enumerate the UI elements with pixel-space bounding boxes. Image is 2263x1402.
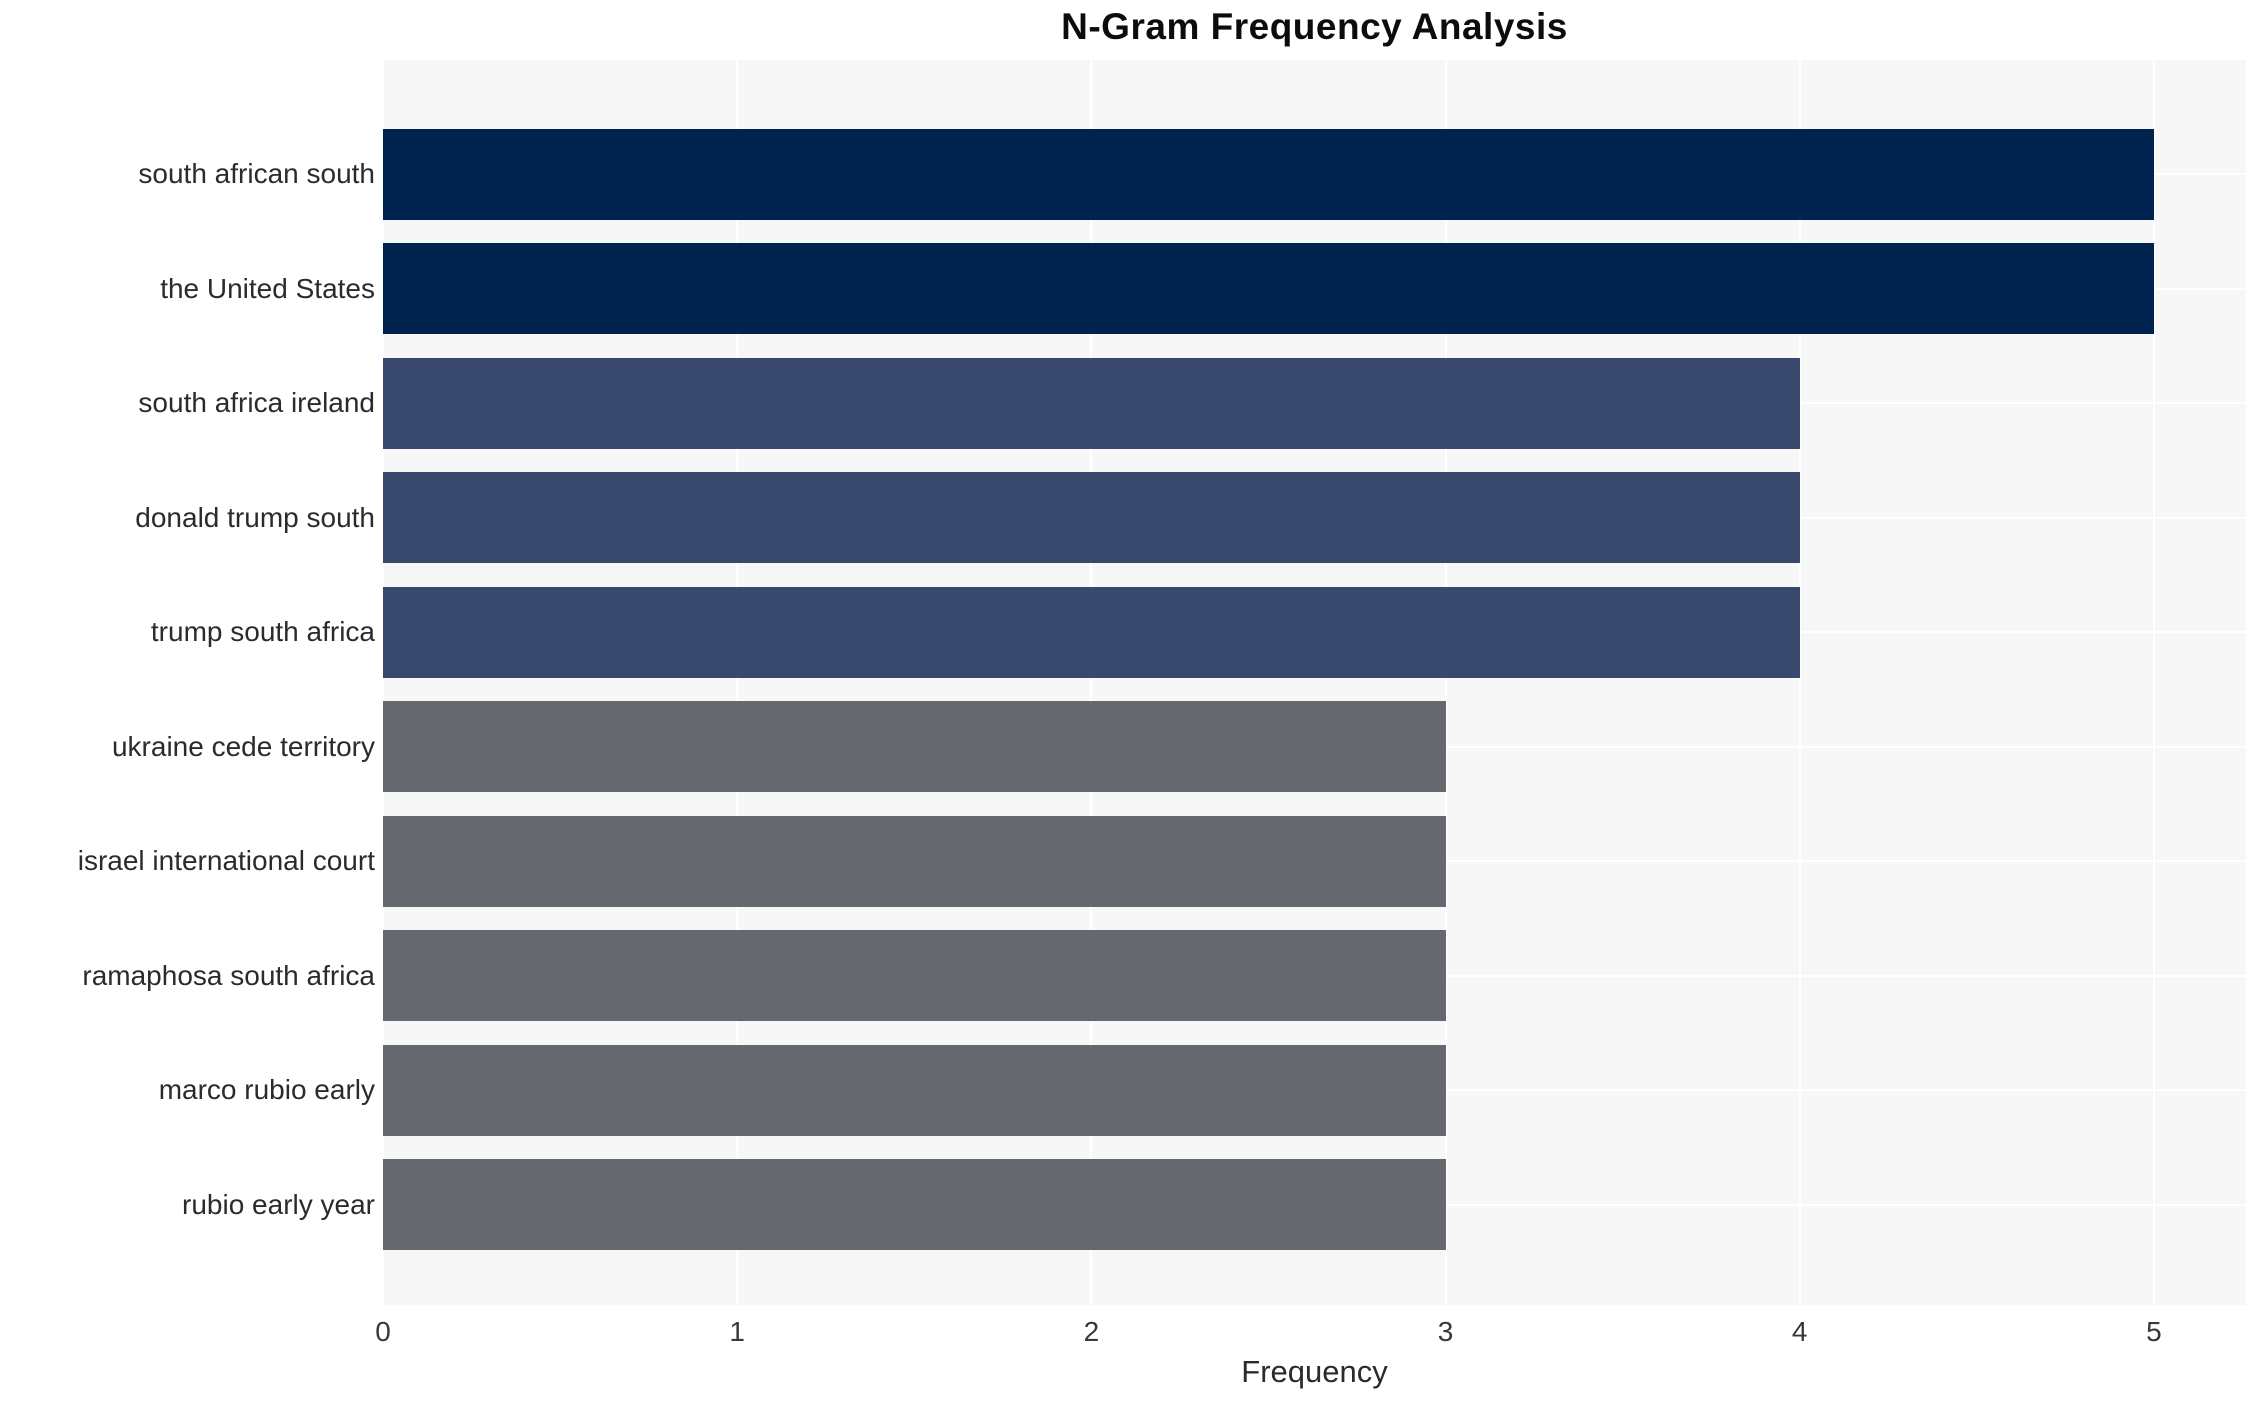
bar-row: trump south africa — [0, 575, 2246, 690]
x-axis-tick-label: 2 — [1083, 1316, 1100, 1347]
x-axis-title: Frequency — [1241, 1354, 1388, 1389]
bar-row: ramaphosa south africa — [0, 919, 2246, 1034]
x-gridline — [2152, 60, 2155, 1305]
bar-rows: south african south the United States sout… — [0, 117, 2246, 1262]
x-gridline — [736, 60, 739, 1305]
bar-row: ukraine cede territory — [0, 690, 2246, 805]
chart-title: N-Gram Frequency Analysis — [1061, 6, 1568, 47]
bar — [383, 128, 2154, 220]
bar-track — [383, 804, 2246, 919]
y-axis-label: trump south africa — [150, 616, 375, 648]
y-axis-label: marco rubio early — [158, 1074, 375, 1106]
bar-track — [383, 575, 2246, 690]
bar-track — [383, 1148, 2246, 1263]
x-axis-tick-label: 1 — [729, 1316, 745, 1347]
bar — [383, 815, 1446, 907]
x-axis-tick-label: 0 — [375, 1316, 391, 1347]
bar-row: south africa ireland — [0, 346, 2246, 461]
y-axis-label: donald trump south — [135, 501, 375, 533]
bar-track — [383, 919, 2246, 1034]
bar — [383, 1159, 1446, 1251]
bar — [383, 357, 1800, 449]
x-gridline — [382, 60, 384, 1305]
bar-row: israel international court — [0, 804, 2246, 919]
bar-track — [383, 1033, 2246, 1148]
bar-row: south african south — [0, 117, 2246, 232]
x-gridline — [1798, 60, 1801, 1305]
bar — [383, 586, 1800, 678]
y-axis-label: ukraine cede territory — [111, 730, 375, 762]
x-gridline — [1090, 60, 1093, 1305]
bar-row: the United States — [0, 232, 2246, 347]
bar-row: marco rubio early — [0, 1033, 2246, 1148]
x-gridline — [1444, 60, 1447, 1305]
bar — [383, 701, 1446, 793]
x-axis-tick-label: 3 — [1437, 1316, 1454, 1347]
bar-track — [383, 461, 2246, 576]
bar-row: donald trump south — [0, 461, 2246, 576]
bar — [383, 243, 2154, 335]
x-axis-tick-label: 4 — [1791, 1316, 1808, 1347]
bar-row: rubio early year — [0, 1148, 2246, 1263]
x-axis-tick-label: 5 — [2146, 1316, 2162, 1347]
y-axis-label: south africa ireland — [138, 387, 375, 419]
bar-track — [383, 232, 2246, 347]
bar-track — [383, 690, 2246, 805]
y-axis-label: rubio early year — [182, 1188, 375, 1220]
bar-track — [383, 117, 2246, 232]
bar — [383, 1044, 1446, 1136]
bar-track — [383, 346, 2246, 461]
y-axis-label: the United States — [160, 272, 375, 304]
y-axis-label: israel international court — [77, 845, 375, 877]
bar — [383, 472, 1800, 564]
y-axis-label: ramaphosa south africa — [82, 959, 375, 991]
y-axis-label: south african south — [138, 158, 375, 190]
bar — [383, 930, 1446, 1022]
